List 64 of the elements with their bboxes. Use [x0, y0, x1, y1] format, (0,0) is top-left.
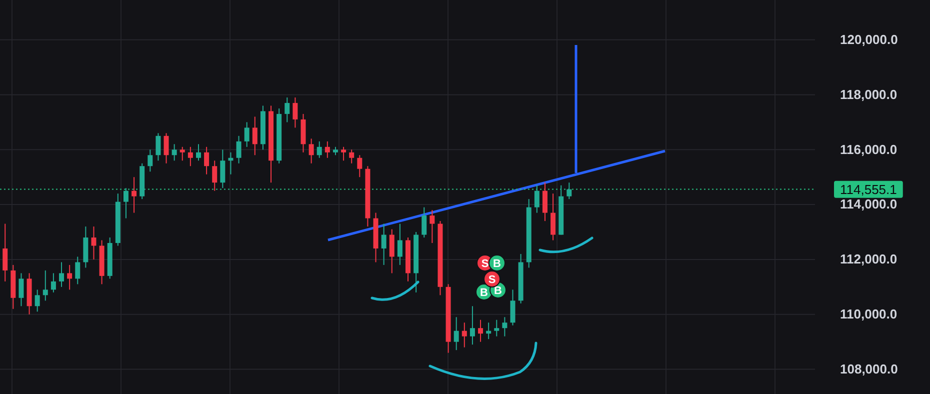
candlestick [397, 223, 402, 266]
annotation: B [480, 286, 488, 299]
ref-line-label: 114,555.1 [840, 182, 897, 197]
y-tick-label: 110,000.0 [840, 306, 898, 322]
candlestick [212, 160, 218, 192]
candlestick [381, 223, 386, 266]
candlestick [132, 176, 137, 214]
y-tick-label: 114,000.0 [840, 196, 898, 212]
candlestick [494, 319, 500, 337]
candlestick [462, 322, 467, 348]
candlestick [244, 122, 250, 148]
badge-icon: S [484, 270, 500, 288]
candlestick [2, 223, 8, 282]
y-tick-label: 108,000.0 [840, 361, 898, 376]
y-tick-label: 118,000.0 [840, 86, 898, 102]
candlestick [550, 193, 556, 241]
candlestick [164, 132, 169, 164]
candlestick [204, 146, 210, 175]
candlestick [349, 149, 354, 164]
candlestick [196, 144, 201, 162]
candlestick [91, 226, 96, 260]
candlestick [75, 256, 80, 285]
candlestick [324, 140, 330, 158]
candlestick [470, 306, 475, 346]
candlestick [292, 96, 298, 128]
candlestick [502, 316, 508, 337]
candlestick [236, 135, 242, 164]
candlestick [389, 228, 394, 274]
y-tick-label: 112,000.0 [840, 252, 898, 267]
candlestick [252, 116, 258, 156]
candlestick [156, 132, 161, 162]
candlestick [50, 272, 56, 293]
candlestick [123, 188, 128, 219]
candlestick [542, 182, 548, 222]
candlestick [148, 149, 153, 172]
y-tick-label: 120,000.0 [840, 32, 898, 47]
candlestick [308, 138, 314, 164]
candlestick [510, 289, 516, 326]
annotation: S [481, 258, 489, 270]
badge-icon: B [488, 254, 506, 272]
candlestick [430, 210, 435, 244]
candlestick [67, 264, 72, 290]
candlestick [534, 184, 540, 214]
candlestick [34, 289, 40, 312]
annotation: B [494, 284, 502, 297]
candlestick [228, 152, 234, 175]
candlestick [422, 206, 427, 238]
candlestick [220, 149, 226, 189]
candlestick [188, 146, 193, 167]
candlestick [284, 96, 290, 123]
candlestick [59, 262, 64, 288]
y-tick-label: 116,000.0 [840, 142, 898, 157]
candlestick [454, 316, 459, 351]
candlestick [42, 270, 48, 302]
candlestick [18, 272, 24, 307]
candlestick [566, 182, 572, 200]
candlestick [486, 322, 492, 340]
candlestick [357, 154, 362, 178]
candlestick [341, 146, 346, 162]
candlestick [172, 144, 177, 162]
annotation: B [493, 258, 502, 270]
candlestick [478, 319, 484, 342]
candlestick [180, 146, 185, 162]
candlestick [316, 140, 322, 158]
